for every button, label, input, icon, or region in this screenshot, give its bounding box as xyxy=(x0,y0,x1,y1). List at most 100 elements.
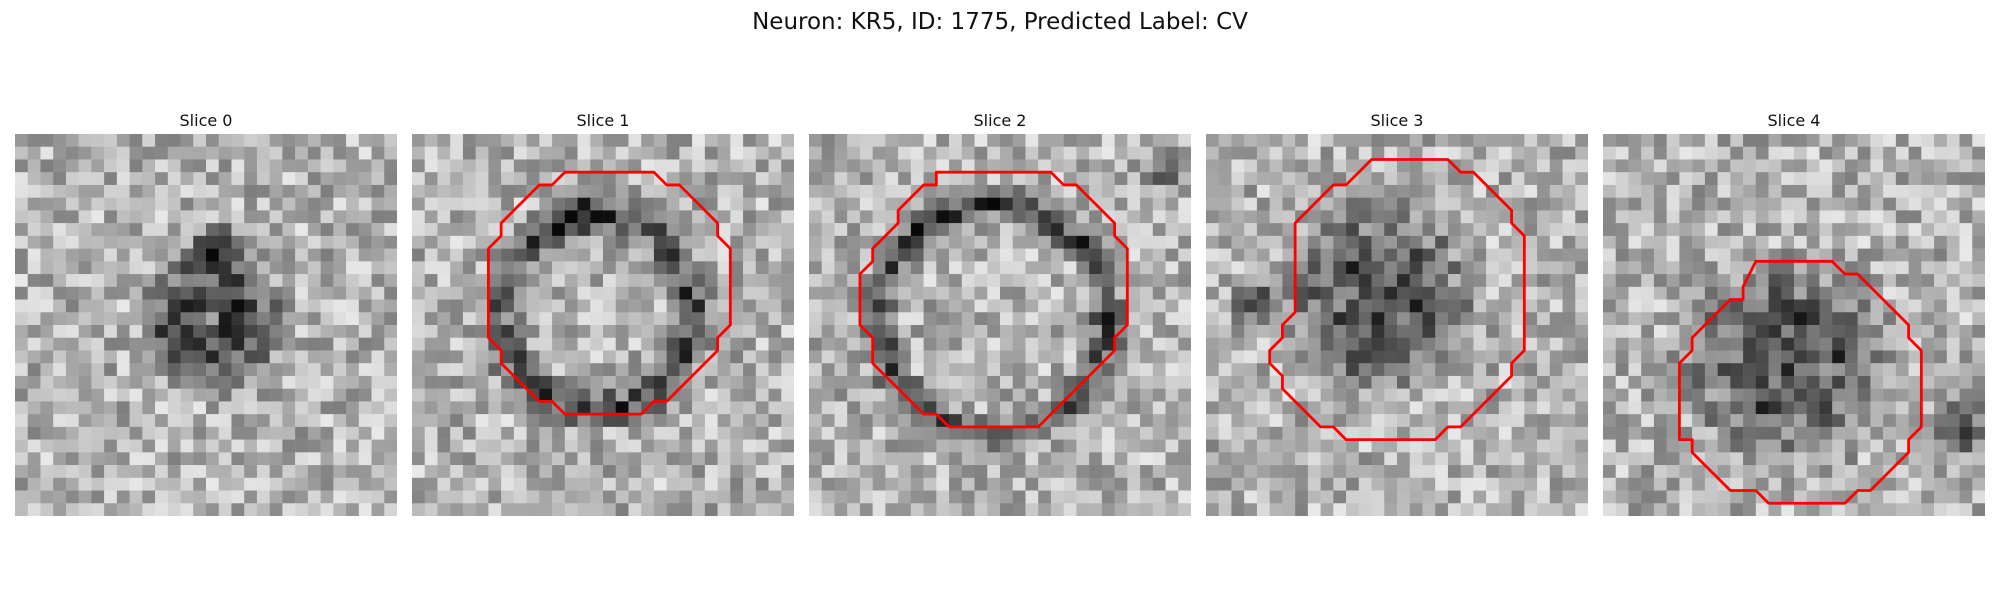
pixel xyxy=(1307,312,1321,326)
pixel xyxy=(1231,414,1245,428)
pixel xyxy=(923,223,937,237)
pixel xyxy=(641,375,655,389)
pixel xyxy=(78,312,92,326)
pixel xyxy=(1895,325,1909,338)
pixel xyxy=(1460,146,1474,160)
pixel xyxy=(1127,274,1141,288)
pixel xyxy=(15,159,28,173)
pixel xyxy=(1114,477,1128,491)
pixel xyxy=(27,146,41,160)
pixel xyxy=(1819,325,1833,338)
pixel xyxy=(1320,325,1334,338)
pixel xyxy=(1806,312,1820,326)
pixel xyxy=(1653,248,1667,262)
pixel xyxy=(1050,375,1064,389)
pixel xyxy=(1346,490,1360,504)
pixel xyxy=(1603,184,1616,198)
pixel xyxy=(1704,172,1718,186)
pixel xyxy=(437,134,451,147)
pixel xyxy=(1000,426,1013,440)
pixel xyxy=(1498,363,1512,377)
pixel xyxy=(193,388,207,402)
pixel xyxy=(1384,503,1398,516)
pixel xyxy=(1895,299,1909,313)
pixel xyxy=(1959,401,1973,415)
pixel xyxy=(603,134,616,147)
pixel xyxy=(987,248,1001,262)
pixel xyxy=(1562,159,1576,173)
pixel xyxy=(1206,375,1219,389)
pixel xyxy=(1114,401,1128,415)
pixel xyxy=(768,274,782,288)
pixel xyxy=(1946,503,1960,516)
pixel xyxy=(358,197,372,211)
pixel xyxy=(15,439,28,453)
pixel xyxy=(1679,134,1693,147)
pixel xyxy=(1781,439,1795,453)
pixel xyxy=(333,388,347,402)
pixel xyxy=(564,325,578,338)
pixel xyxy=(488,350,502,364)
pixel xyxy=(936,286,950,300)
pixel xyxy=(641,325,655,338)
pixel xyxy=(1972,325,1985,338)
pixel xyxy=(193,426,207,440)
pixel xyxy=(1473,388,1487,402)
pixel xyxy=(1498,223,1512,237)
pixel xyxy=(1730,197,1744,211)
pixel xyxy=(704,261,718,275)
pixel xyxy=(424,172,438,186)
pixel xyxy=(885,312,899,326)
pixel xyxy=(1704,235,1718,249)
pixel xyxy=(974,465,988,479)
pixel xyxy=(1768,312,1782,326)
pixel xyxy=(526,159,540,173)
pixel xyxy=(526,414,540,428)
pixel xyxy=(834,172,848,186)
pixel xyxy=(603,426,616,440)
pixel xyxy=(104,134,118,147)
pixel xyxy=(1692,401,1706,415)
pixel xyxy=(193,401,207,415)
pixel xyxy=(1959,477,1973,491)
pixel xyxy=(949,452,963,466)
pixel xyxy=(1409,363,1423,377)
pixel xyxy=(1794,248,1807,262)
pixel xyxy=(1152,503,1166,516)
pixel xyxy=(1857,452,1871,466)
pixel xyxy=(412,261,425,275)
pixel xyxy=(1819,490,1833,504)
pixel xyxy=(1346,337,1360,351)
pixel xyxy=(1806,426,1820,440)
pixel xyxy=(206,274,219,288)
pixel xyxy=(1012,325,1026,338)
pixel xyxy=(1959,490,1973,504)
pixel xyxy=(1692,274,1706,288)
pixel xyxy=(743,375,757,389)
pixel xyxy=(1206,414,1219,428)
pixel xyxy=(898,274,912,288)
pixel xyxy=(295,337,309,351)
pixel xyxy=(40,286,54,300)
pixel xyxy=(1307,210,1321,224)
pixel xyxy=(1206,426,1219,440)
pixel xyxy=(1206,235,1219,249)
pixel xyxy=(1063,465,1077,479)
pixel xyxy=(269,159,283,173)
pixel xyxy=(1244,426,1258,440)
pixel xyxy=(974,274,988,288)
pixel xyxy=(218,223,232,237)
pixel xyxy=(768,465,782,479)
pixel xyxy=(1972,248,1985,262)
pixel xyxy=(730,503,744,516)
pixel xyxy=(809,439,822,453)
pixel xyxy=(730,465,744,479)
pixel xyxy=(590,401,604,415)
pixel xyxy=(859,350,873,364)
pixel xyxy=(1358,375,1372,389)
pixel xyxy=(898,465,912,479)
pixel xyxy=(1025,134,1039,147)
pixel xyxy=(653,375,667,389)
pixel xyxy=(1231,388,1245,402)
pixel xyxy=(1384,261,1398,275)
